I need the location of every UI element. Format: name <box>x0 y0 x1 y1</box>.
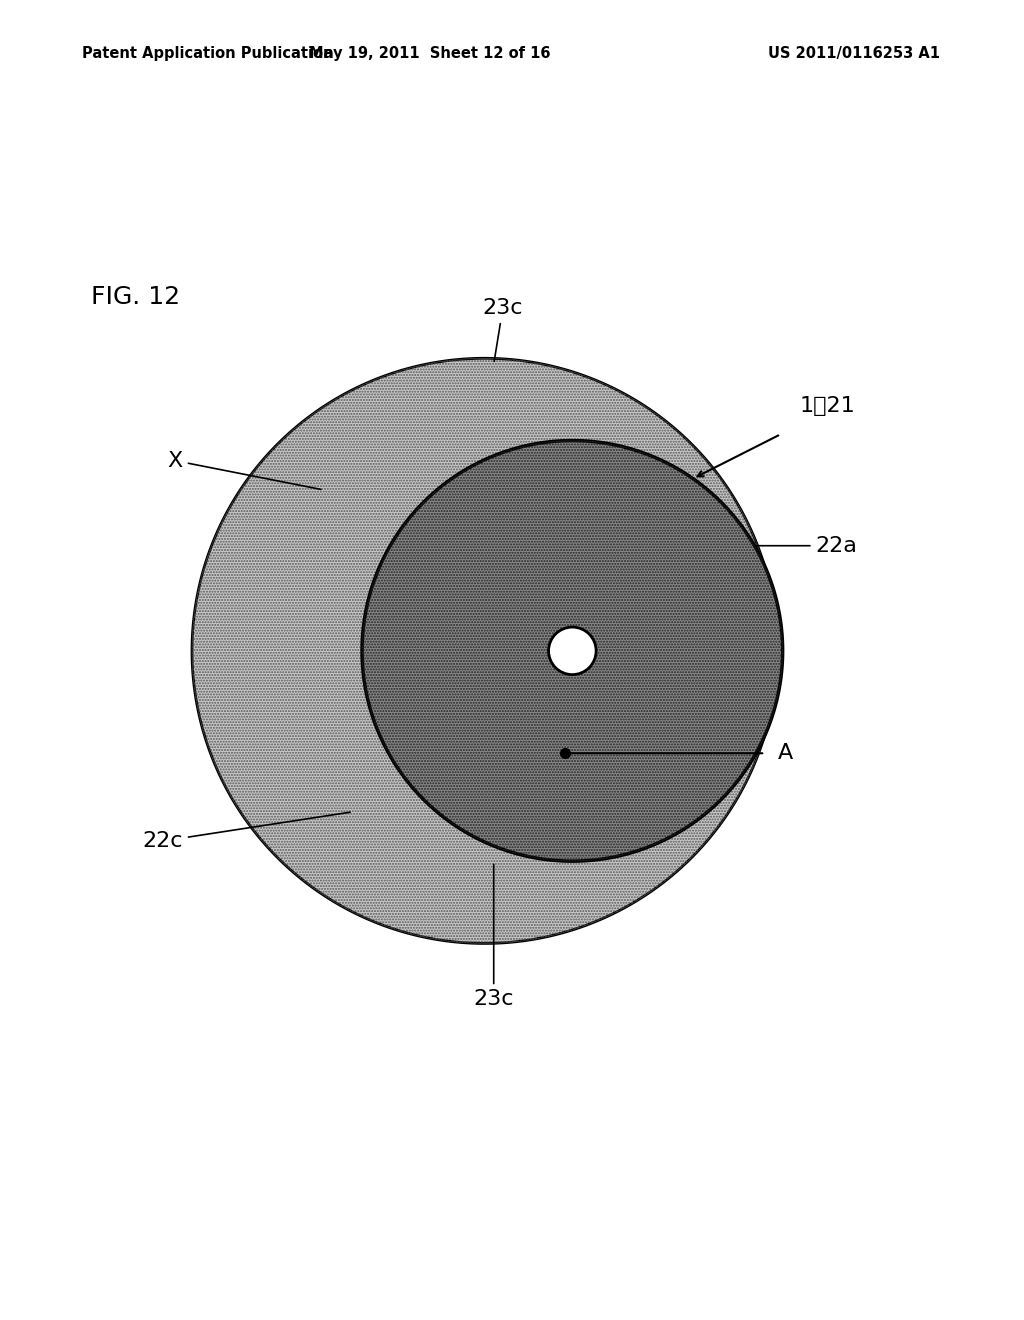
Text: A: A <box>778 743 794 763</box>
Circle shape <box>549 627 596 675</box>
Text: May 19, 2011  Sheet 12 of 16: May 19, 2011 Sheet 12 of 16 <box>309 46 551 61</box>
Text: 23c: 23c <box>473 865 514 1010</box>
Text: 22c: 22c <box>142 812 350 851</box>
Polygon shape <box>362 441 782 861</box>
Text: US 2011/0116253 A1: US 2011/0116253 A1 <box>768 46 940 61</box>
Text: X: X <box>168 450 321 490</box>
Text: 22a: 22a <box>757 536 857 556</box>
Text: 23c: 23c <box>482 298 523 362</box>
Text: FIG. 12: FIG. 12 <box>91 285 180 309</box>
Text: Patent Application Publication: Patent Application Publication <box>82 46 334 61</box>
Text: 1、21: 1、21 <box>799 396 855 416</box>
Polygon shape <box>193 358 777 944</box>
